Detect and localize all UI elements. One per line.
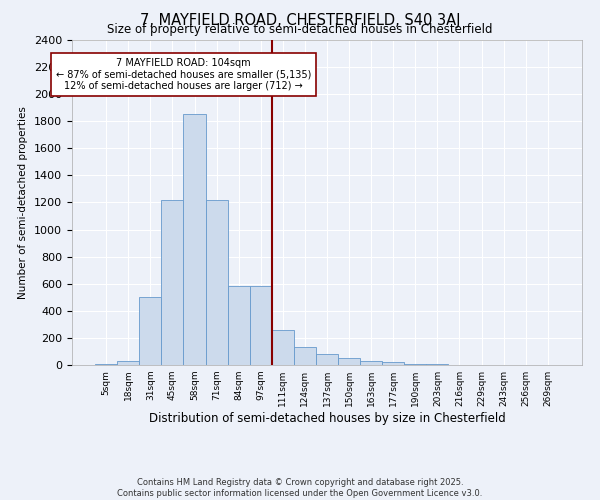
X-axis label: Distribution of semi-detached houses by size in Chesterfield: Distribution of semi-detached houses by … bbox=[149, 412, 505, 425]
Bar bbox=[117, 361, 139, 365]
Text: Contains HM Land Registry data © Crown copyright and database right 2025.
Contai: Contains HM Land Registry data © Crown c… bbox=[118, 478, 482, 498]
Text: 7, MAYFIELD ROAD, CHESTERFIELD, S40 3AJ: 7, MAYFIELD ROAD, CHESTERFIELD, S40 3AJ bbox=[140, 12, 460, 28]
Bar bbox=[227, 286, 250, 365]
Text: 7 MAYFIELD ROAD: 104sqm
← 87% of semi-detached houses are smaller (5,135)
12% of: 7 MAYFIELD ROAD: 104sqm ← 87% of semi-de… bbox=[56, 58, 311, 91]
Bar bbox=[360, 361, 382, 365]
Bar bbox=[272, 330, 294, 365]
Bar bbox=[206, 200, 227, 365]
Bar bbox=[161, 200, 184, 365]
Bar bbox=[250, 286, 272, 365]
Y-axis label: Number of semi-detached properties: Number of semi-detached properties bbox=[19, 106, 28, 299]
Bar bbox=[294, 348, 316, 365]
Bar bbox=[382, 362, 404, 365]
Bar bbox=[184, 114, 206, 365]
Bar bbox=[316, 354, 338, 365]
Bar bbox=[404, 364, 427, 365]
Text: Size of property relative to semi-detached houses in Chesterfield: Size of property relative to semi-detach… bbox=[107, 22, 493, 36]
Bar bbox=[95, 364, 117, 365]
Bar bbox=[427, 364, 448, 365]
Bar bbox=[338, 358, 360, 365]
Bar bbox=[139, 298, 161, 365]
